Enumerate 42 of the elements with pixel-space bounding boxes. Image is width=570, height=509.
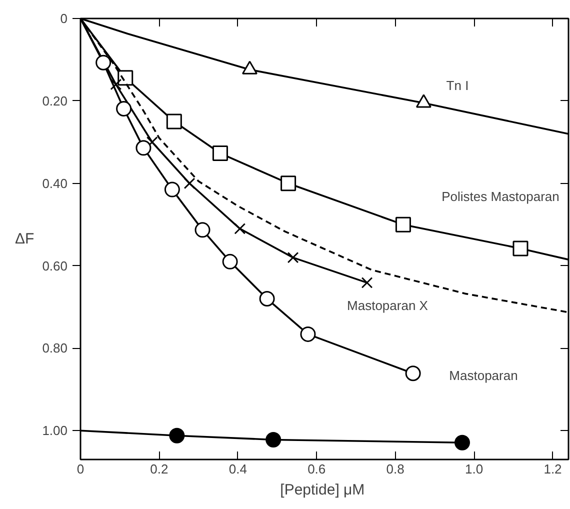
x-tick-label: 1.2 (544, 462, 562, 476)
point (361, 276, 373, 288)
point (300, 326, 316, 342)
point (164, 182, 180, 198)
point (512, 240, 528, 256)
x-tick-label: 0.2 (150, 462, 168, 476)
x-tick-label: 0 (76, 462, 84, 476)
x-tick-label: 1.0 (465, 462, 484, 476)
point (118, 70, 134, 86)
y-tick-label: 0.60 (42, 258, 68, 274)
annotation: Polistes Mastoparan (442, 189, 560, 204)
point (222, 254, 238, 270)
point (266, 432, 282, 448)
point (96, 54, 112, 70)
point (395, 216, 411, 232)
y-axis-title: ΔF (15, 230, 34, 248)
point (212, 146, 228, 162)
y-tick-label: 0.20 (42, 93, 68, 108)
annotation: Mastoparan X (347, 298, 428, 313)
y-tick-label: 0.40 (42, 176, 68, 191)
x-tick-label: 0.4 (228, 462, 247, 476)
x-tick-label: 0.6 (308, 462, 326, 476)
x-tick-label: 0.8 (386, 462, 404, 476)
y-tick-label: 0.80 (42, 340, 68, 356)
y-tick-label: 0 (60, 11, 68, 26)
x-axis-title: [Peptide] μM (280, 482, 365, 498)
point (184, 178, 196, 190)
annotation: Mastoparan (449, 368, 518, 383)
point (259, 291, 275, 306)
point (280, 176, 296, 192)
point (234, 222, 246, 234)
point (166, 114, 182, 130)
point (287, 252, 299, 264)
point (110, 78, 122, 90)
point (169, 428, 185, 444)
point (405, 366, 421, 382)
annotation: Tn I (446, 78, 469, 93)
point (136, 140, 152, 156)
point (116, 101, 132, 116)
point (194, 222, 210, 238)
y-tick-label: 1.00 (42, 423, 68, 438)
point (454, 434, 470, 450)
